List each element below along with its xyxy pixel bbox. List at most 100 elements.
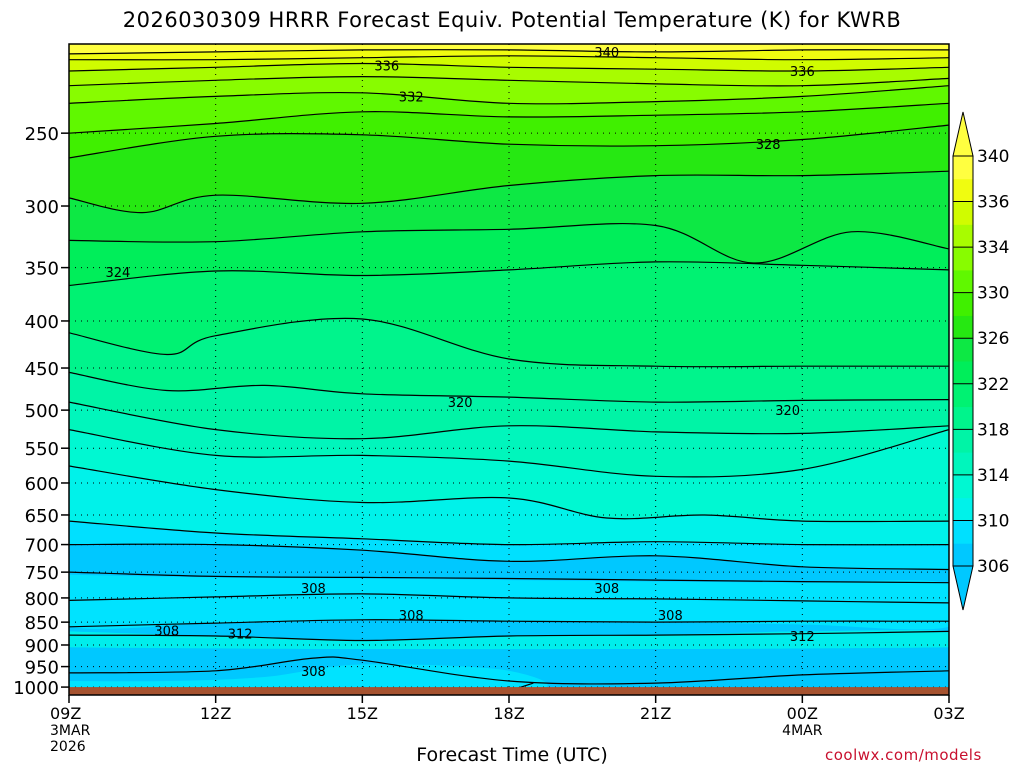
contour-312 bbox=[69, 465, 949, 523]
colorbar-swatch-306 bbox=[953, 543, 973, 567]
contour-324 bbox=[69, 222, 949, 264]
colorbar-swatch-322 bbox=[953, 361, 973, 385]
contour-lines bbox=[69, 49, 949, 695]
contour-label: 308 bbox=[301, 665, 326, 680]
colorbar-swatch-336 bbox=[953, 201, 973, 225]
contour-326 bbox=[69, 170, 949, 214]
colorbar: 306 310 314 318 322 326 330 334 336 340 bbox=[952, 111, 1009, 611]
x-tick-sublabel: 3MAR bbox=[50, 723, 91, 739]
contour-316 bbox=[69, 401, 949, 440]
contour-label: 308 bbox=[154, 625, 179, 640]
chart-title: 2026030309 HRRR Forecast Equiv. Potentia… bbox=[122, 8, 902, 32]
contour-340 bbox=[69, 49, 949, 55]
colorbar-swatch-320 bbox=[953, 383, 973, 408]
y-tick-label: 600 bbox=[25, 474, 59, 495]
colorbar-arrow-bottom bbox=[952, 565, 974, 611]
contour-label: 340 bbox=[594, 46, 619, 61]
colorbar-swatch-324 bbox=[953, 338, 973, 362]
colorbar-swatch-330 bbox=[953, 269, 973, 294]
colorbar-swatch-340 bbox=[953, 156, 973, 180]
contour-labels: 340 336 336 332 328 324 320 320 308 308 308 308 308 3… bbox=[105, 46, 815, 680]
contour-303 bbox=[69, 656, 949, 685]
contour-332 bbox=[69, 85, 949, 105]
contour-330 bbox=[69, 102, 949, 134]
colorbar-label: 310 bbox=[977, 511, 1009, 531]
contour-label: 308 bbox=[658, 609, 683, 624]
y-tick-label: 750 bbox=[25, 563, 59, 584]
contour-338 bbox=[69, 55, 949, 61]
colorbar-swatch-334 bbox=[953, 224, 973, 248]
colorbar-label: 334 bbox=[977, 238, 1009, 258]
y-tick-label: 250 bbox=[25, 124, 59, 145]
colorbar-swatch-314 bbox=[953, 452, 973, 476]
y-tick-label: 900 bbox=[25, 636, 59, 657]
y-tick-label: 300 bbox=[25, 197, 59, 218]
ground bbox=[69, 687, 949, 695]
colorbar-swatch-326 bbox=[953, 315, 973, 339]
contour-label: 320 bbox=[775, 404, 800, 419]
colorbar-swatch-318 bbox=[953, 406, 973, 430]
x-tick-label: 09Z bbox=[50, 704, 81, 723]
y-tick-label: 950 bbox=[25, 658, 59, 679]
credit-link[interactable]: coolwx.com/models bbox=[825, 746, 982, 764]
x-tick-label: 00Z bbox=[787, 704, 818, 723]
x-tick-label: 03Z bbox=[933, 704, 964, 723]
contour-label: 320 bbox=[448, 396, 473, 411]
x-tick-label: 21Z bbox=[640, 704, 671, 723]
contour-336 bbox=[69, 62, 949, 72]
y-tick-label: 500 bbox=[25, 401, 59, 422]
contour-label: 308 bbox=[594, 582, 619, 597]
y-tick-label: 800 bbox=[25, 589, 59, 610]
x-axis-label: Forecast Time (UTC) bbox=[416, 744, 608, 766]
colorbar-label: 340 bbox=[977, 147, 1009, 167]
contour-label: 308 bbox=[399, 609, 424, 624]
contour-label: 336 bbox=[790, 65, 815, 80]
contour-318 bbox=[69, 371, 949, 403]
y-tick-label: 450 bbox=[25, 359, 59, 380]
colorbar-swatch-316 bbox=[953, 429, 973, 453]
colorbar-swatch-310 bbox=[953, 497, 973, 521]
colorbar-label: 326 bbox=[977, 329, 1009, 349]
x-tick-label: 15Z bbox=[347, 704, 378, 723]
y-tick-label: 400 bbox=[25, 312, 59, 333]
contour-label: 308 bbox=[301, 582, 326, 597]
contour-label: 336 bbox=[374, 59, 399, 74]
colorbar-label: 318 bbox=[977, 420, 1009, 440]
contour-label: 328 bbox=[756, 138, 781, 153]
contour-307 bbox=[69, 571, 949, 584]
contour-334 bbox=[69, 75, 949, 87]
y-tick-label: 550 bbox=[25, 439, 59, 460]
y-tick-label: 700 bbox=[25, 536, 59, 557]
colorbar-label: 322 bbox=[977, 375, 1009, 395]
contour-label: 332 bbox=[399, 90, 424, 105]
y-tick-label: 650 bbox=[25, 506, 59, 527]
colorbar-label: 330 bbox=[977, 284, 1009, 304]
contour-label: 312 bbox=[790, 630, 815, 645]
x-tick-label: 12Z bbox=[200, 704, 231, 723]
contour-322 bbox=[69, 261, 949, 287]
contour-308 bbox=[69, 543, 949, 571]
contour-314 bbox=[69, 429, 949, 478]
colorbar-swatch-308 bbox=[953, 520, 973, 544]
colorbar-label: 306 bbox=[977, 557, 1009, 577]
contour-320 bbox=[69, 317, 949, 368]
gridlines bbox=[69, 44, 949, 695]
x-tick-sublabel: 4MAR bbox=[782, 723, 823, 739]
contour-304 bbox=[69, 630, 949, 642]
colorbar-swatch-328 bbox=[953, 292, 973, 316]
colorbar-label: 314 bbox=[977, 466, 1009, 486]
contour-305 bbox=[69, 619, 949, 628]
contour-label: 324 bbox=[105, 266, 130, 281]
y-tick-label: 350 bbox=[25, 259, 59, 280]
colorbar-label: 336 bbox=[977, 193, 1009, 213]
colorbar-swatch-332 bbox=[953, 247, 973, 271]
x-tick-label: 18Z bbox=[493, 704, 524, 723]
contour-310 bbox=[69, 520, 949, 546]
contour-label: 312 bbox=[228, 628, 253, 643]
y-tick-label: 1000 bbox=[13, 678, 59, 699]
y-axis: 2503003504004505005506006507007508008509… bbox=[13, 124, 69, 699]
x-tick-sublabel: 2026 bbox=[50, 739, 86, 755]
contour-328 bbox=[69, 124, 949, 159]
